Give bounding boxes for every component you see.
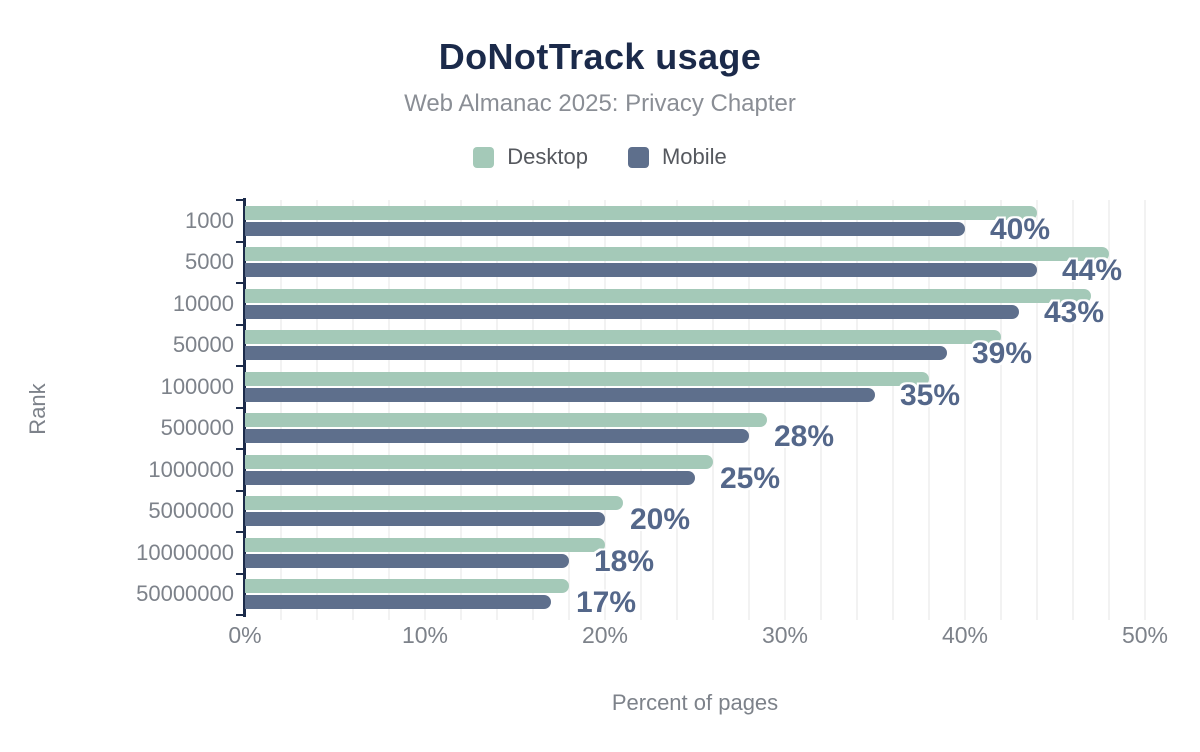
y-tick-label-rank: 500000: [160, 415, 234, 441]
y-tick-label-rank: 10000: [172, 290, 234, 316]
value-label-rank-100000: 35%: [900, 378, 961, 412]
minor-gridline: [424, 200, 426, 620]
y-axis-tick: [236, 448, 244, 450]
y-axis-tick: [236, 531, 244, 533]
y-axis-tick: [236, 406, 244, 409]
minor-gridline: [460, 200, 462, 620]
legend-item-mobile[interactable]: Mobile: [627, 144, 727, 170]
bar-mobile-rank-50000: [245, 346, 947, 361]
y-axis-tick: [236, 365, 244, 367]
minor-gridline: [1108, 200, 1110, 620]
minor-gridline: [928, 200, 930, 620]
bar-mobile-rank-10000000: [245, 553, 569, 568]
legend-swatch-mobile: [627, 146, 649, 168]
y-tick-label-rank: 1000: [185, 207, 234, 233]
y-tick-label-rank: 10000000: [136, 539, 234, 565]
x-tick-label: 20%: [581, 622, 629, 648]
bar-mobile-rank-500000: [245, 429, 749, 444]
bar-desktop-rank-1000000: [245, 454, 713, 469]
x-tick-label: 0%: [228, 622, 262, 648]
x-tick-label: 50%: [1121, 622, 1169, 648]
value-label-rank-1000: 40%: [990, 212, 1051, 246]
y-tick-label-rank: 50000: [172, 332, 234, 358]
bar-mobile-rank-1000000: [245, 470, 695, 485]
y-axis-tick: [236, 199, 244, 201]
y-axis-tick: [236, 489, 244, 492]
y-axis-tick: [236, 282, 244, 284]
y-tick-label-rank: 5000: [185, 249, 234, 275]
bar-mobile-rank-5000: [245, 263, 1037, 278]
x-tick-label: 40%: [941, 622, 989, 648]
x-axis-title: Percent of pages: [611, 690, 779, 715]
y-axis-tick: [236, 240, 244, 243]
y-tick-label-rank: 100000: [160, 373, 234, 399]
minor-gridline: [892, 200, 894, 620]
minor-gridline: [1072, 200, 1074, 620]
bar-mobile-rank-1000: [245, 221, 965, 236]
bar-desktop-rank-10000: [245, 288, 1091, 303]
minor-gridline: [676, 200, 678, 620]
value-label-rank-5000000: 20%: [630, 503, 691, 537]
bar-mobile-rank-100000: [245, 387, 875, 402]
chart-subtitle: Web Almanac 2025: Privacy Chapter: [404, 90, 796, 117]
minor-gridline: [820, 200, 822, 620]
minor-gridline: [640, 200, 642, 620]
minor-gridline: [316, 200, 318, 620]
minor-gridline: [604, 200, 606, 620]
y-axis-title: Rank: [25, 383, 50, 435]
value-label-rank-50000: 39%: [972, 337, 1033, 371]
value-label-rank-10000: 43%: [1044, 295, 1105, 329]
minor-gridline: [388, 200, 390, 620]
legend-label-mobile: Mobile: [661, 144, 727, 169]
bar-desktop-rank-50000: [245, 330, 1001, 345]
bar-desktop-rank-10000000: [245, 537, 605, 552]
value-label-rank-50000000: 17%: [576, 586, 637, 620]
legend-label-desktop: Desktop: [507, 144, 588, 169]
plot-area: [236, 198, 1146, 620]
legend-swatch-desktop: [473, 146, 495, 168]
chart-title: DoNotTrack usage: [438, 36, 762, 77]
bar-desktop-rank-500000: [245, 413, 767, 428]
bar-desktop-rank-1000: [245, 205, 1037, 220]
bar-desktop-rank-5000000: [245, 496, 623, 511]
minor-gridline: [1036, 200, 1038, 620]
y-axis-tick: [236, 572, 244, 575]
minor-gridline: [748, 200, 750, 620]
minor-gridline: [712, 200, 714, 620]
minor-gridline: [532, 200, 534, 620]
y-tick-label-rank: 50000000: [136, 581, 234, 607]
y-axis-line: [243, 198, 246, 617]
legend-item-desktop[interactable]: Desktop: [473, 144, 588, 170]
bar-mobile-rank-50000000: [245, 595, 551, 610]
x-tick-label: 10%: [401, 622, 449, 648]
minor-gridline: [784, 200, 786, 620]
value-label-rank-500000: 28%: [774, 420, 835, 454]
y-tick-label-rank: 5000000: [148, 498, 234, 524]
minor-gridline: [1144, 200, 1146, 620]
y-axis-tick: [236, 323, 244, 326]
bar-desktop-rank-50000000: [245, 579, 569, 594]
value-label-rank-1000000: 25%: [720, 461, 781, 495]
y-tick-label-rank: 1000000: [148, 456, 234, 482]
legend: Desktop Mobile: [0, 143, 1200, 171]
bar-mobile-rank-5000000: [245, 512, 605, 527]
bar-desktop-rank-100000: [245, 371, 929, 386]
bar-desktop-rank-5000: [245, 247, 1109, 262]
x-tick-label: 30%: [761, 622, 809, 648]
minor-gridline: [280, 200, 282, 620]
minor-gridline: [964, 200, 966, 620]
minor-gridline: [496, 200, 498, 620]
y-axis-tick: [236, 614, 244, 616]
minor-gridline: [1000, 200, 1002, 620]
minor-gridline: [352, 200, 354, 620]
minor-gridline: [568, 200, 570, 620]
value-label-rank-5000: 44%: [1062, 254, 1123, 288]
minor-gridline: [856, 200, 858, 620]
bar-mobile-rank-10000: [245, 304, 1019, 319]
value-label-rank-10000000: 18%: [594, 544, 655, 578]
